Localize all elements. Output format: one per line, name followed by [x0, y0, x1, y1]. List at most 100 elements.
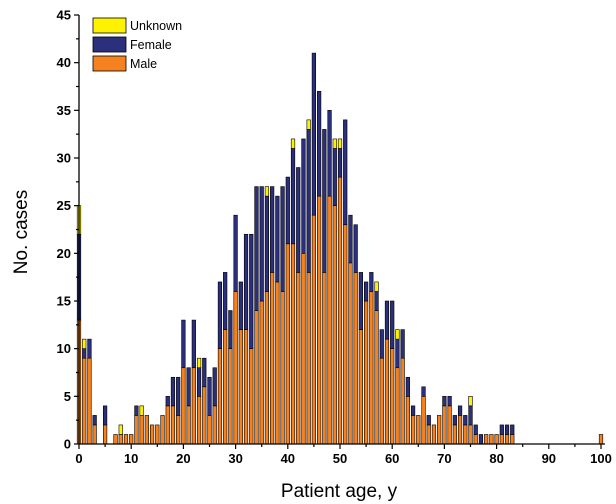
bar-unknown-age-75 — [468, 396, 473, 407]
bar-female-age-11 — [134, 405, 139, 416]
bar-male-age-27 — [217, 348, 223, 445]
bar-male-age-35 — [259, 300, 264, 445]
bar-female-age-21 — [186, 367, 191, 407]
bar-male-age-47 — [322, 272, 327, 445]
bar-female-age-40 — [285, 176, 290, 245]
legend-swatch-male — [92, 55, 127, 72]
x-tick-label-60: 60 — [385, 451, 399, 466]
bar-unknown-age-57 — [374, 281, 379, 292]
bar-female-age-5 — [103, 405, 108, 426]
bar-male-age-63 — [405, 396, 410, 445]
bar-male-age-43 — [301, 253, 306, 445]
bar-male-age-46 — [317, 195, 322, 445]
bar-female-age-66 — [421, 386, 426, 397]
bar-female-age-49 — [332, 148, 337, 206]
bar-female-age-25 — [207, 376, 212, 416]
bar-male-age-8 — [118, 434, 123, 445]
bar-male-age-26 — [212, 405, 217, 445]
x-tick-label-90: 90 — [542, 451, 556, 466]
bar-male-age-15 — [155, 424, 160, 445]
legend: Unknown Female Male — [92, 17, 182, 72]
bar-male-age-1 — [82, 357, 87, 445]
y-axis-title: No. cases — [11, 190, 32, 274]
bar-female-age-51 — [343, 119, 348, 226]
x-tick-label-80: 80 — [489, 451, 503, 466]
bar-male-age-24 — [202, 386, 207, 445]
bar-male-age-37 — [270, 272, 275, 445]
bar-male-age-75 — [468, 424, 473, 445]
bar-male-age-61 — [395, 367, 400, 445]
bar-female-age-35 — [259, 186, 264, 302]
bar-female-age-23 — [196, 367, 202, 397]
bar-male-age-55 — [363, 300, 369, 445]
bar-female-age-29 — [228, 310, 233, 349]
bar-male-age-82 — [504, 434, 510, 445]
bar-male-age-68 — [431, 424, 437, 445]
y-tick-label-15: 15 — [57, 294, 71, 309]
bar-male-age-41 — [290, 243, 296, 445]
legend-swatch-female — [92, 36, 127, 53]
bar-male-age-79 — [489, 434, 494, 445]
bar-female-age-20 — [181, 319, 186, 369]
bar-female-age-71 — [447, 396, 452, 407]
legend-label-unknown: Unknown — [130, 19, 182, 33]
bar-female-age-26 — [212, 367, 217, 407]
legend-label-male: Male — [130, 57, 157, 71]
bar-female-age-74 — [463, 415, 468, 426]
bar-female-age-44 — [306, 129, 311, 273]
bar-female-age-19 — [176, 376, 181, 416]
x-tick-label-40: 40 — [281, 451, 295, 466]
bar-female-age-58 — [379, 329, 384, 359]
y-tick-label-30: 30 — [57, 151, 71, 166]
bar-male-age-74 — [463, 424, 468, 445]
bar-male-age-11 — [134, 415, 139, 445]
bar-male-age-52 — [348, 262, 353, 445]
x-tick-label-100: 100 — [590, 451, 612, 466]
bar-male-age-45 — [311, 214, 317, 445]
bar-female-age-77 — [478, 434, 484, 445]
y-tick-label-40: 40 — [57, 55, 71, 70]
bar-female-age-48 — [327, 110, 332, 197]
y-tick-label-0: 0 — [64, 437, 71, 452]
bar-male-age-31 — [238, 329, 243, 445]
bar-male-age-36 — [264, 291, 270, 445]
y-tick-label-5: 5 — [64, 389, 71, 404]
x-tick-label-20: 20 — [176, 451, 190, 466]
bar-male-age-25 — [207, 415, 212, 445]
bar-male-age-29 — [228, 348, 233, 445]
ticks-group: 0 5 10 15 20 25 30 35 40 45 0 10 20 30 40 50 60 70 80 90 100 — [57, 8, 612, 467]
bar-unknown-age-1 — [82, 338, 87, 349]
bar-male-age-42 — [296, 272, 301, 445]
x-tick-label-50: 50 — [333, 451, 347, 466]
legend-swatch-unknown — [92, 17, 127, 34]
bar-female-age-64 — [410, 405, 416, 416]
bar-male-age-39 — [280, 291, 285, 445]
bar-female-age-38 — [275, 195, 280, 283]
bar-female-age-67 — [426, 415, 431, 426]
x-axis-title: Patient age, y — [281, 481, 398, 502]
bar-female-age-50 — [337, 148, 343, 178]
bar-male-age-14 — [149, 424, 155, 445]
bar-female-age-18 — [170, 376, 176, 407]
bar-unknown-age-50 — [337, 138, 343, 149]
bar-female-age-32 — [243, 233, 249, 330]
bar-female-age-27 — [217, 281, 223, 349]
bar-male-age-53 — [353, 272, 358, 445]
bar-male-age-28 — [223, 329, 228, 445]
bar-unknown-age-8 — [118, 424, 123, 435]
bar-female-age-3 — [92, 415, 97, 426]
bar-female-age-37 — [270, 186, 275, 273]
bar-male-age-66 — [421, 396, 426, 445]
bar-unknown-age-44 — [306, 119, 311, 130]
bar-female-age-1 — [82, 348, 87, 359]
bar-male-age-34 — [254, 310, 259, 445]
bar-male-age-16 — [160, 415, 165, 445]
bar-female-age-28 — [223, 272, 228, 330]
bar-female-age-30 — [233, 214, 238, 292]
bar-female-age-60 — [390, 300, 395, 349]
bar-male-age-21 — [186, 405, 191, 445]
bar-male-age-32 — [243, 329, 249, 445]
bar-male-age-44 — [306, 272, 311, 445]
bar-male-age-30 — [233, 291, 238, 445]
